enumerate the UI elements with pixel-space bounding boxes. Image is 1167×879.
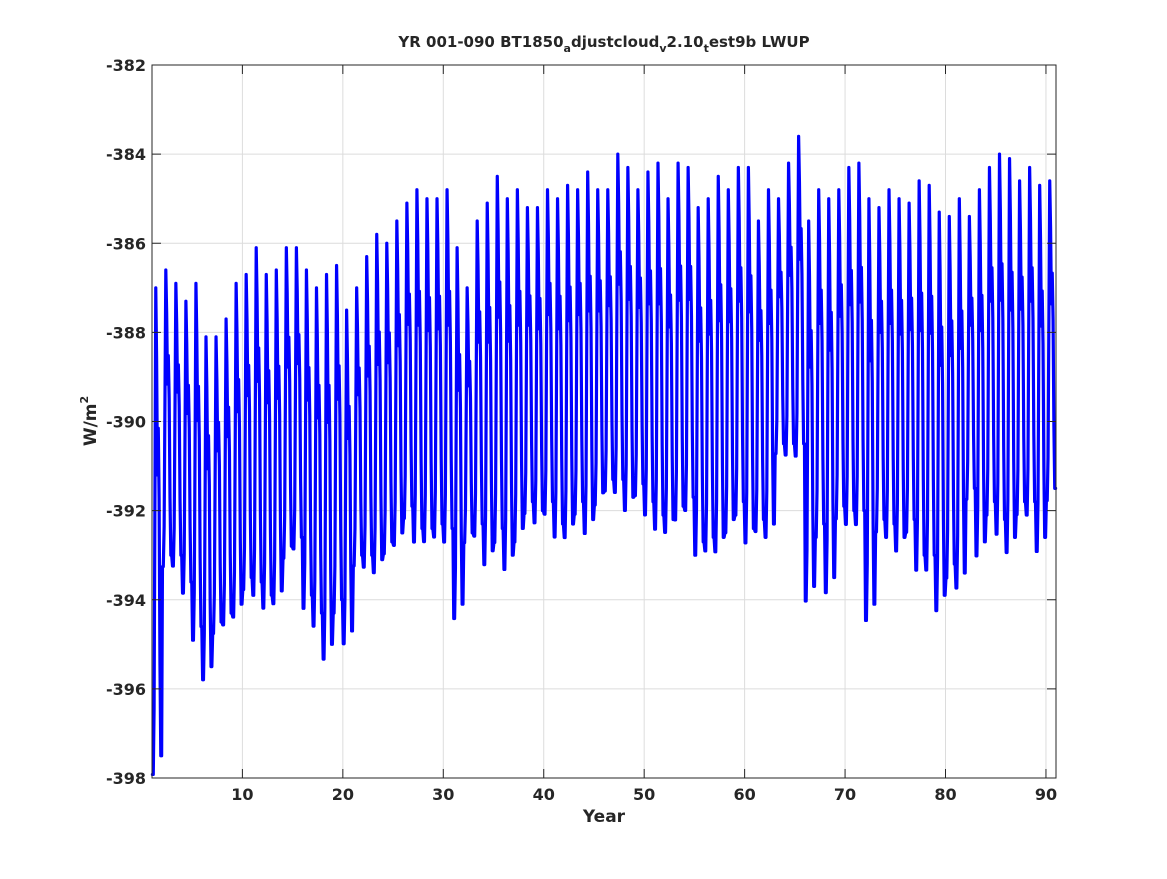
chart-title: YR 001-090 BT1850adjustcloudv2.10test9b … [397,33,809,55]
x-axis-label: Year [582,807,626,827]
y-tick-label: -394 [106,591,146,610]
tick-marks [152,64,1056,779]
y-axis-label: W/m2 [78,396,101,446]
y-tick-label: -396 [106,680,146,699]
x-tick-labels: 10 20 30 40 50 60 70 80 90 [231,785,1057,804]
y-tick-label: -392 [106,502,146,521]
y-tick-labels: -398 -396 -394 -392 -390 -388 -386 -384 -382 [106,56,146,788]
x-tick-label: 30 [432,785,454,804]
y-tick-label: -382 [106,56,146,75]
x-tick-label: 10 [231,785,253,804]
x-tick-label: 60 [733,785,755,804]
grid-lines [152,65,1056,778]
x-tick-label: 70 [834,785,856,804]
y-tick-label: -390 [106,413,146,432]
x-tick-label: 90 [1035,785,1057,804]
y-tick-label: -398 [106,769,146,788]
x-tick-label: 50 [633,785,655,804]
x-tick-label: 20 [332,785,354,804]
y-tick-label: -386 [106,234,146,253]
series-line [150,134,1058,777]
x-tick-label: 40 [533,785,555,804]
y-tick-label: -384 [106,145,146,164]
x-tick-label: 80 [934,785,956,804]
y-tick-label: -388 [106,323,146,342]
